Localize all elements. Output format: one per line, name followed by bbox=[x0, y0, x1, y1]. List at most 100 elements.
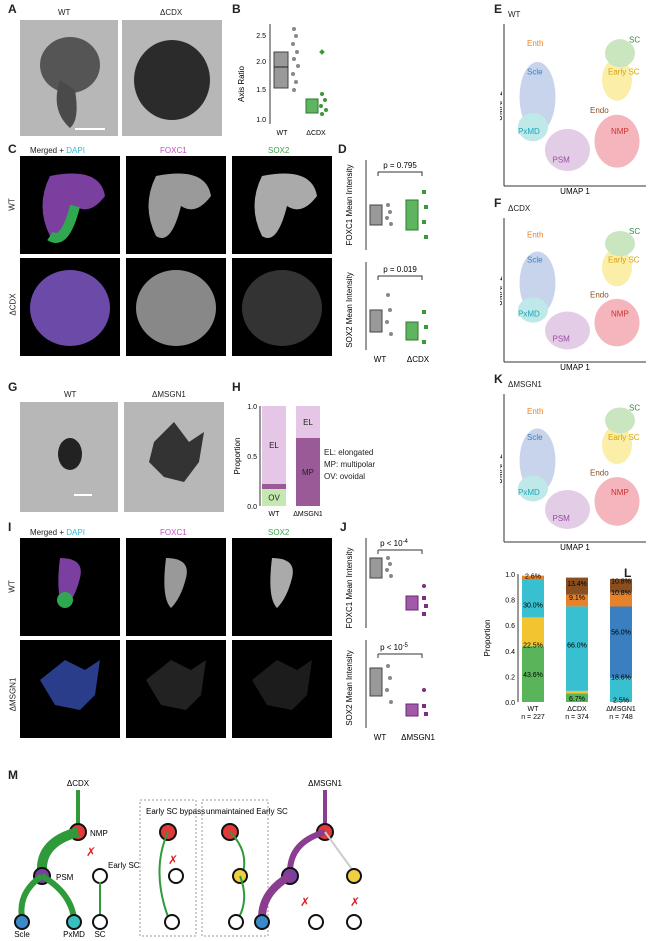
umap-cluster-label: Endo bbox=[590, 106, 609, 115]
panel-j-label: J bbox=[340, 520, 347, 534]
panel-g-msgn1-image bbox=[124, 402, 224, 512]
panel-h-ytick: 0.5 bbox=[247, 454, 257, 461]
panel-l-ytick: 0.2 bbox=[505, 674, 515, 681]
umap-cluster-label: Scle bbox=[527, 256, 543, 265]
panel-b-ylabel: Axis Ratio bbox=[237, 65, 246, 102]
umap-cluster-label: SC bbox=[629, 227, 640, 236]
panel-l-pct-label: 22.5% bbox=[523, 642, 543, 649]
svg-text:Early SC bypass: Early SC bypass bbox=[146, 807, 205, 816]
panel-l-bar-early-sc bbox=[522, 617, 544, 647]
panel-c-wt-merged bbox=[20, 156, 120, 254]
panel-k-label: K bbox=[494, 372, 503, 386]
panel-l-bar-endo bbox=[610, 578, 632, 593]
panel-l-pct-label: 2.5% bbox=[613, 697, 629, 704]
panel-l-bar-enth bbox=[522, 575, 544, 579]
umap-cluster-pxmd bbox=[518, 113, 548, 142]
panel-l-bar-scle bbox=[610, 606, 632, 679]
panel-f-label: F bbox=[494, 196, 502, 210]
umap-cluster-label: SC bbox=[629, 404, 640, 413]
panel-l-pct-label: 56.0% bbox=[611, 630, 631, 637]
svg-text:WT: WT bbox=[374, 733, 387, 742]
panel-c-cdx-foxc1 bbox=[126, 258, 226, 356]
panel-k-umap: Enth SC Scle Early SC Endo PxMD NMP PSM UMAP 1 UM… bbox=[495, 388, 650, 552]
panel-a-cdx-image bbox=[122, 20, 222, 136]
umap-cluster-psm bbox=[545, 128, 590, 172]
svg-text:p < 10-4: p < 10-4 bbox=[380, 539, 408, 548]
panel-e-label: E bbox=[494, 2, 503, 16]
umap-ylabel: UMAP 2 bbox=[500, 91, 504, 121]
umap-cluster-nmp bbox=[594, 477, 640, 526]
panel-a-label: A bbox=[8, 2, 17, 16]
panel-l-ytick: 1.0 bbox=[505, 572, 515, 579]
svg-text:ΔCDX: ΔCDX bbox=[306, 130, 326, 137]
svg-text:ΔMSGN1: ΔMSGN1 bbox=[308, 779, 342, 788]
umap-cluster-label: PSM bbox=[553, 155, 571, 164]
panel-l-pct-label: 6.7% bbox=[569, 696, 585, 703]
svg-text:NMP: NMP bbox=[90, 829, 108, 838]
panel-l-n: n = 227 bbox=[521, 714, 545, 721]
svg-text:WT: WT bbox=[277, 130, 289, 137]
svg-text:2.0: 2.0 bbox=[256, 59, 266, 66]
svg-text:1.5: 1.5 bbox=[256, 87, 266, 94]
panel-h-bar-mp bbox=[262, 484, 286, 489]
panel-l-xtick: ΔCDX bbox=[567, 706, 587, 713]
panel-f-title: ΔCDX bbox=[508, 204, 531, 213]
panel-f-umap: Enth SC Scle Early SC Endo PxMD NMP PSM UMAP 1 UM… bbox=[495, 212, 650, 372]
panel-i-msgn1-merged bbox=[20, 640, 120, 738]
svg-text:p = 0.019: p = 0.019 bbox=[383, 265, 417, 274]
panel-h-seg-label: EL bbox=[269, 441, 279, 450]
umap-cluster-label: SC bbox=[629, 36, 640, 45]
panel-c-cdx-merged bbox=[20, 258, 120, 356]
panel-m-diagram: ΔCDX NMP ✗ PSM Early SC Scle PxMD SC Ear… bbox=[14, 779, 362, 938]
svg-text:p < 10-5: p < 10-5 bbox=[380, 643, 408, 652]
panel-h-seg-label: OV bbox=[268, 494, 280, 503]
umap-cluster-label: Endo bbox=[590, 290, 609, 299]
panel-c-col-merged: Merged + DAPI bbox=[30, 146, 85, 155]
panel-l-bar-pxmd bbox=[610, 678, 632, 702]
panel-l-pct-label: 13.4% bbox=[567, 581, 587, 588]
panel-d-chart: FOXC1 Mean Intensity SOX2 Mean Intensity… bbox=[345, 160, 430, 364]
panel-l-ytick: 0.0 bbox=[505, 700, 515, 707]
umap-cluster-sc bbox=[605, 230, 635, 257]
panel-e-title: WT bbox=[508, 10, 521, 19]
panel-i-col-merged: Merged + DAPI bbox=[30, 528, 85, 537]
svg-text:PxMD: PxMD bbox=[63, 930, 85, 938]
umap-cluster-psm bbox=[545, 311, 590, 350]
panel-l-label: L bbox=[624, 566, 632, 580]
panel-h-label: H bbox=[232, 380, 241, 394]
panel-h-legend-2: OV: ovoidal bbox=[324, 472, 366, 481]
umap-xlabel: UMAP 1 bbox=[560, 187, 590, 194]
panel-h-xtick: WT bbox=[269, 511, 281, 518]
panel-c-label: C bbox=[8, 142, 17, 156]
svg-text:SOX2 Mean Intensity: SOX2 Mean Intensity bbox=[345, 272, 354, 348]
umap-ylabel: UMAP 2 bbox=[500, 276, 504, 306]
panel-c-wt-sox2 bbox=[232, 156, 332, 254]
svg-text:✗: ✗ bbox=[168, 853, 178, 867]
umap-cluster-sc bbox=[605, 407, 635, 434]
panel-l-bar-endo bbox=[566, 577, 588, 595]
panel-l-pct-label: 66.0% bbox=[567, 642, 587, 649]
umap-cluster-label: PSM bbox=[553, 335, 571, 344]
panel-a-cdx-title: ΔCDX bbox=[160, 8, 183, 17]
umap-cluster-label: Early SC bbox=[608, 67, 640, 76]
panel-i-col-sox2: SOX2 bbox=[268, 528, 290, 537]
umap-ylabel: UMAP 2 bbox=[500, 454, 504, 484]
panel-c-wt-foxc1 bbox=[126, 156, 226, 254]
umap-cluster-label: Enth bbox=[527, 230, 543, 239]
umap-cluster-pxmd bbox=[518, 297, 548, 323]
panel-i-col-foxc1: FOXC1 bbox=[160, 528, 187, 537]
umap-cluster-nmp bbox=[594, 114, 640, 168]
svg-text:✗: ✗ bbox=[350, 895, 360, 909]
panel-l-ytick: 0.4 bbox=[505, 649, 515, 656]
panel-l-bar-enth bbox=[566, 594, 588, 607]
panel-l-bar-pxmd bbox=[566, 606, 588, 691]
svg-text:SOX2 Mean Intensity: SOX2 Mean Intensity bbox=[345, 650, 354, 726]
panel-h-xtick: ΔMSGN1 bbox=[293, 511, 322, 518]
umap-cluster-label: Enth bbox=[527, 407, 543, 416]
panel-i-wt-sox2 bbox=[232, 538, 332, 636]
umap-cluster-pxmd bbox=[518, 475, 548, 502]
panel-g-wt-title: WT bbox=[64, 390, 77, 399]
panel-l-bar-sc bbox=[566, 693, 588, 702]
umap-cluster-label: NMP bbox=[611, 309, 629, 318]
panel-b-cdx-points bbox=[319, 49, 328, 116]
